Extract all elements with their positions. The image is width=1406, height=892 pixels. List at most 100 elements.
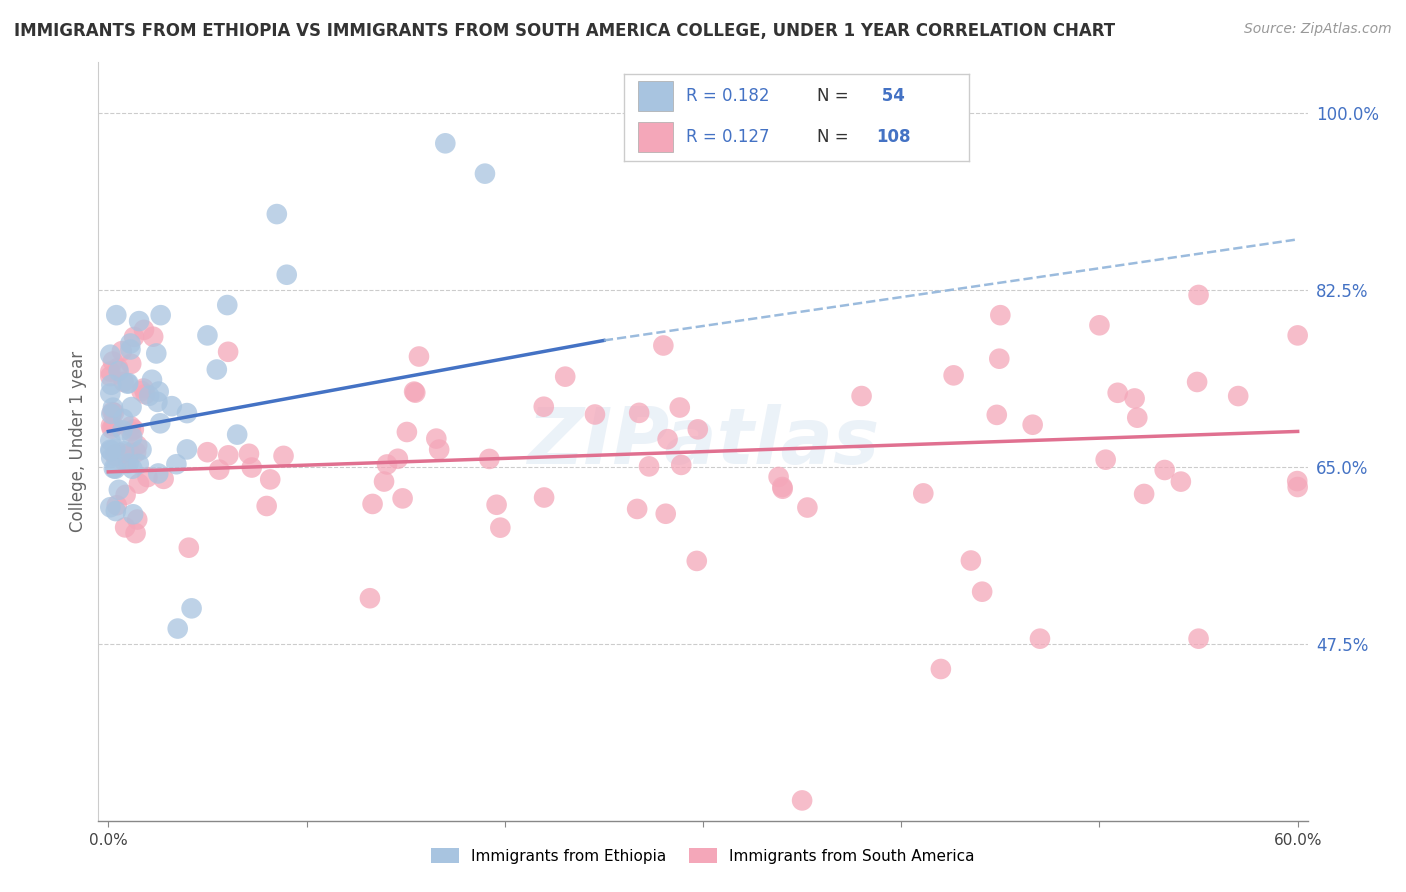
Point (404, 385, 426, 400)
Point (101, 405, 124, 419)
Point (128, 476, 150, 491)
Point (1227, 389, 1250, 403)
Point (100, 377, 122, 392)
Point (1126, 410, 1149, 425)
Point (1094, 452, 1116, 467)
Point (238, 447, 260, 461)
Point (160, 399, 183, 413)
Point (408, 350, 430, 364)
Point (148, 384, 170, 399)
Point (101, 401, 124, 415)
Point (790, 793, 813, 807)
Point (361, 497, 384, 511)
Point (98, 348, 121, 362)
Point (98, 434, 121, 448)
Point (121, 400, 143, 414)
Point (266, 207, 288, 221)
Point (112, 412, 135, 426)
Point (387, 451, 409, 466)
Point (148, 467, 170, 481)
Point (100, 422, 122, 436)
Point (912, 486, 935, 500)
Point (1170, 475, 1192, 489)
Point (117, 450, 139, 465)
Point (208, 462, 231, 476)
Point (1286, 474, 1309, 488)
Point (986, 408, 1008, 422)
Point (108, 483, 131, 497)
Point (146, 395, 169, 409)
Point (141, 373, 163, 387)
Legend: Immigrants from Ethiopia, Immigrants from South America: Immigrants from Ethiopia, Immigrants fro… (426, 842, 980, 870)
Point (98, 442, 121, 457)
Point (105, 308, 128, 322)
Point (626, 502, 648, 516)
Point (111, 423, 134, 437)
Point (533, 400, 555, 414)
Point (120, 446, 142, 460)
Point (122, 422, 145, 436)
Point (104, 442, 127, 456)
Point (98, 365, 121, 379)
Point (111, 344, 134, 359)
Point (259, 472, 281, 486)
Point (273, 449, 295, 463)
Point (166, 622, 188, 636)
Point (205, 362, 228, 376)
Point (1286, 480, 1309, 494)
Point (654, 507, 676, 521)
Point (120, 425, 142, 439)
Point (668, 401, 690, 415)
Text: IMMIGRANTS FROM ETHIOPIA VS IMMIGRANTS FROM SOUTH AMERICA COLLEGE, UNDER 1 YEAR : IMMIGRANTS FROM ETHIOPIA VS IMMIGRANTS F… (14, 22, 1115, 40)
Point (474, 167, 496, 181)
Point (104, 449, 127, 463)
Point (122, 330, 145, 344)
Point (100, 443, 122, 458)
Point (128, 457, 150, 471)
Point (122, 508, 145, 522)
Point (117, 376, 139, 390)
Point (434, 136, 457, 151)
Point (107, 360, 129, 375)
Point (197, 445, 219, 459)
Point (404, 384, 426, 399)
Point (180, 601, 202, 615)
Point (1123, 392, 1146, 406)
Point (485, 498, 508, 512)
Point (112, 375, 135, 389)
Point (988, 351, 1011, 366)
Point (152, 472, 174, 486)
Point (972, 584, 994, 599)
Point (134, 387, 156, 401)
Point (115, 457, 138, 471)
Point (132, 323, 155, 337)
Point (98, 369, 121, 384)
Point (768, 470, 790, 484)
Point (1187, 288, 1209, 302)
Point (176, 442, 198, 457)
Point (112, 444, 135, 458)
Point (583, 408, 606, 422)
Point (136, 470, 159, 484)
Point (114, 520, 136, 534)
Point (960, 553, 983, 567)
Point (132, 382, 155, 396)
Point (98, 500, 121, 515)
Point (125, 445, 148, 459)
Point (276, 268, 298, 282)
Point (373, 475, 395, 489)
Point (105, 498, 128, 512)
Point (165, 457, 187, 471)
Point (104, 447, 127, 461)
Point (114, 488, 136, 502)
Point (197, 328, 219, 343)
Point (217, 344, 239, 359)
Point (929, 662, 952, 676)
Point (638, 459, 661, 474)
Y-axis label: College, Under 1 year: College, Under 1 year (69, 351, 87, 533)
Point (117, 376, 139, 391)
Point (478, 451, 501, 466)
Point (103, 461, 125, 475)
Point (554, 369, 576, 384)
Point (375, 458, 398, 472)
